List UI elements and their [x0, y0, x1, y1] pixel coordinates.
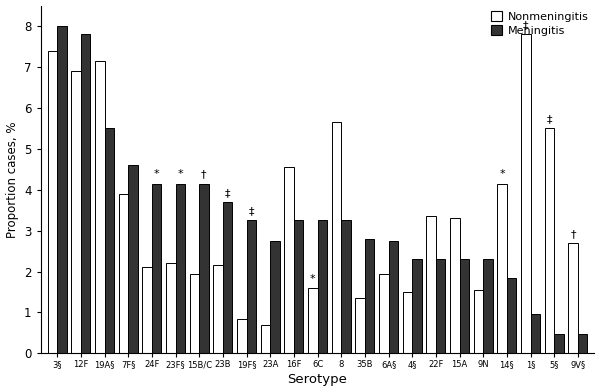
Bar: [199, 183, 209, 353]
Bar: [412, 259, 422, 353]
Bar: [95, 61, 104, 353]
Bar: [237, 319, 247, 353]
Bar: [294, 220, 304, 353]
Bar: [341, 220, 350, 353]
Bar: [104, 128, 114, 353]
Bar: [507, 278, 517, 353]
Bar: [308, 288, 317, 353]
Bar: [497, 183, 507, 353]
Bar: [128, 165, 137, 353]
Text: ‡: ‡: [225, 188, 230, 198]
Bar: [403, 292, 412, 353]
Bar: [142, 267, 152, 353]
Bar: [223, 202, 232, 353]
Text: ‡: ‡: [248, 206, 254, 216]
Text: *: *: [154, 169, 160, 180]
Bar: [270, 241, 280, 353]
Bar: [545, 128, 554, 353]
Text: †: †: [201, 169, 206, 180]
Text: ‡: ‡: [523, 20, 529, 30]
Bar: [261, 325, 270, 353]
Text: *: *: [178, 169, 183, 180]
Bar: [190, 274, 199, 353]
Text: *: *: [499, 169, 505, 180]
X-axis label: Serotype: Serotype: [287, 374, 347, 387]
Bar: [483, 259, 493, 353]
Bar: [214, 265, 223, 353]
Bar: [365, 239, 374, 353]
Bar: [176, 183, 185, 353]
Bar: [317, 220, 327, 353]
Legend: Nonmeningitis, Meningitis: Nonmeningitis, Meningitis: [491, 11, 589, 36]
Bar: [530, 314, 540, 353]
Bar: [48, 51, 57, 353]
Bar: [119, 194, 128, 353]
Bar: [450, 218, 460, 353]
Bar: [379, 274, 389, 353]
Bar: [284, 167, 294, 353]
Bar: [166, 263, 176, 353]
Bar: [81, 34, 91, 353]
Bar: [355, 298, 365, 353]
Text: ‡: ‡: [547, 114, 552, 124]
Bar: [436, 259, 445, 353]
Bar: [152, 183, 161, 353]
Bar: [389, 241, 398, 353]
Bar: [460, 259, 469, 353]
Bar: [332, 122, 341, 353]
Text: †: †: [571, 229, 576, 239]
Bar: [521, 34, 530, 353]
Bar: [247, 220, 256, 353]
Bar: [578, 334, 587, 353]
Text: *: *: [310, 274, 316, 284]
Bar: [71, 71, 81, 353]
Bar: [554, 334, 563, 353]
Bar: [568, 243, 578, 353]
Bar: [427, 216, 436, 353]
Bar: [57, 26, 67, 353]
Y-axis label: Proportion cases, %: Proportion cases, %: [5, 121, 19, 238]
Bar: [474, 290, 483, 353]
